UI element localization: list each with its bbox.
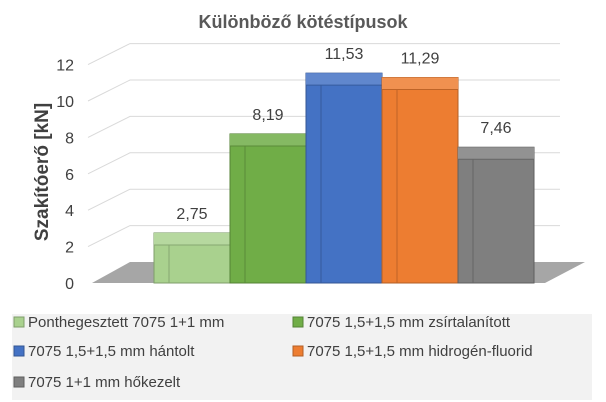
legend-label: 7075 1+1 mm hőkezelt: [28, 374, 181, 391]
data-labels: 2,75 8,19 11,53 11,29 7,46: [176, 46, 511, 223]
y-tick-label: 10: [56, 94, 74, 111]
bar-front: [229, 133, 307, 284]
legend-swatch: [13, 345, 25, 357]
gridline: [87, 43, 560, 66]
bar-front: [457, 146, 535, 284]
bar-4: [381, 77, 459, 284]
bar-top-face: [382, 77, 458, 90]
data-label: 2,75: [176, 206, 207, 223]
y-tick-label: 4: [65, 203, 74, 220]
bar-5: [457, 146, 535, 284]
legend-item: 7075 1,5+1,5 mm hántolt: [13, 343, 195, 360]
legend-item: 7075 1,5+1,5 mm zsírtalanított: [292, 314, 511, 331]
data-label: 11,53: [325, 46, 364, 63]
bar-1: [153, 232, 231, 284]
y-axis-label: Szakítóerő [kN]: [32, 103, 53, 241]
bar-front: [305, 72, 383, 284]
legend-item: Ponthegesztett 7075 1+1 mm: [13, 314, 224, 331]
bar-top-face: [458, 147, 534, 160]
legend-swatch: [292, 345, 304, 357]
legend-label: 7075 1,5+1,5 mm hántolt: [28, 343, 195, 360]
y-axis-ticks: 0 2 4 6 8 10 12: [56, 58, 74, 293]
legend-swatch: [292, 316, 304, 328]
legend-label: 7075 1,5+1,5 mm zsírtalanított: [307, 314, 511, 331]
bar-3: [305, 72, 383, 284]
bar-top-face: [306, 73, 382, 86]
y-tick-label: 0: [65, 276, 74, 293]
y-tick-label: 2: [65, 240, 74, 257]
data-label: 7,46: [480, 120, 511, 137]
bars: [153, 72, 535, 284]
bar-top-face: [154, 232, 230, 245]
chart-title: Különböző kötéstípusok: [199, 12, 409, 32]
bar-top-face: [230, 133, 306, 146]
legend-swatch: [13, 316, 25, 328]
data-label: 8,19: [252, 107, 283, 124]
bar-2: [229, 133, 307, 284]
legend-item: 7075 1,5+1,5 mm hidrogén-fluorid: [292, 343, 533, 360]
legend-label: Ponthegesztett 7075 1+1 mm: [28, 314, 224, 331]
y-tick-label: 8: [65, 130, 74, 147]
legend-swatch: [13, 376, 25, 388]
y-tick-label: 6: [65, 167, 74, 184]
bar-front: [381, 77, 459, 284]
y-tick-label: 12: [56, 58, 74, 75]
data-label: 11,29: [401, 51, 440, 68]
legend-item: 7075 1+1 mm hőkezelt: [13, 374, 181, 391]
legend-box: [12, 314, 592, 400]
legend-label: 7075 1,5+1,5 mm hidrogén-fluorid: [307, 343, 533, 360]
legend: Ponthegesztett 7075 1+1 mm 7075 1,5+1,5 m…: [12, 314, 592, 400]
